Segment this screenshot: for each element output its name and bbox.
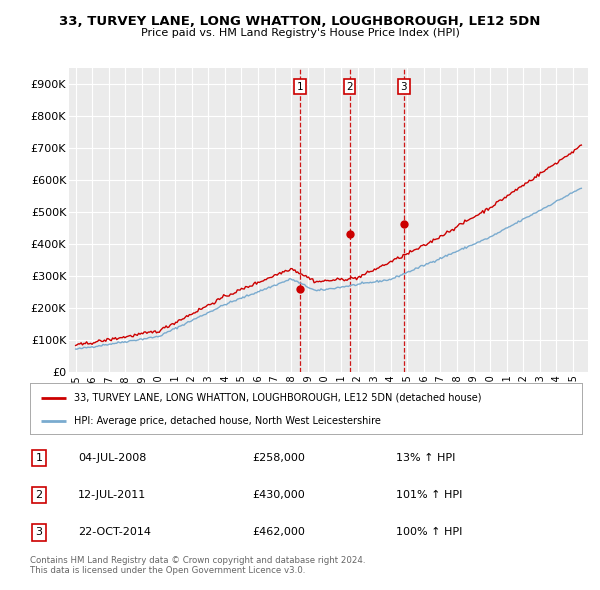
Text: £462,000: £462,000	[252, 527, 305, 537]
Text: 100% ↑ HPI: 100% ↑ HPI	[396, 527, 463, 537]
Text: Contains HM Land Registry data © Crown copyright and database right 2024.: Contains HM Land Registry data © Crown c…	[30, 556, 365, 565]
Text: £258,000: £258,000	[252, 453, 305, 463]
Text: 3: 3	[35, 527, 43, 537]
Text: 1: 1	[296, 81, 303, 91]
Text: Price paid vs. HM Land Registry's House Price Index (HPI): Price paid vs. HM Land Registry's House …	[140, 28, 460, 38]
Text: £430,000: £430,000	[252, 490, 305, 500]
Text: 1: 1	[35, 453, 43, 463]
Text: This data is licensed under the Open Government Licence v3.0.: This data is licensed under the Open Gov…	[30, 566, 305, 575]
Text: 3: 3	[401, 81, 407, 91]
Text: 2: 2	[35, 490, 43, 500]
Text: 33, TURVEY LANE, LONG WHATTON, LOUGHBOROUGH, LE12 5DN (detached house): 33, TURVEY LANE, LONG WHATTON, LOUGHBORO…	[74, 392, 482, 402]
Text: 33, TURVEY LANE, LONG WHATTON, LOUGHBOROUGH, LE12 5DN: 33, TURVEY LANE, LONG WHATTON, LOUGHBORO…	[59, 15, 541, 28]
Text: HPI: Average price, detached house, North West Leicestershire: HPI: Average price, detached house, Nort…	[74, 415, 381, 425]
Text: 12-JUL-2011: 12-JUL-2011	[78, 490, 146, 500]
Text: 2: 2	[346, 81, 353, 91]
Text: 04-JUL-2008: 04-JUL-2008	[78, 453, 146, 463]
Text: 13% ↑ HPI: 13% ↑ HPI	[396, 453, 455, 463]
Text: 101% ↑ HPI: 101% ↑ HPI	[396, 490, 463, 500]
Text: 22-OCT-2014: 22-OCT-2014	[78, 527, 151, 537]
